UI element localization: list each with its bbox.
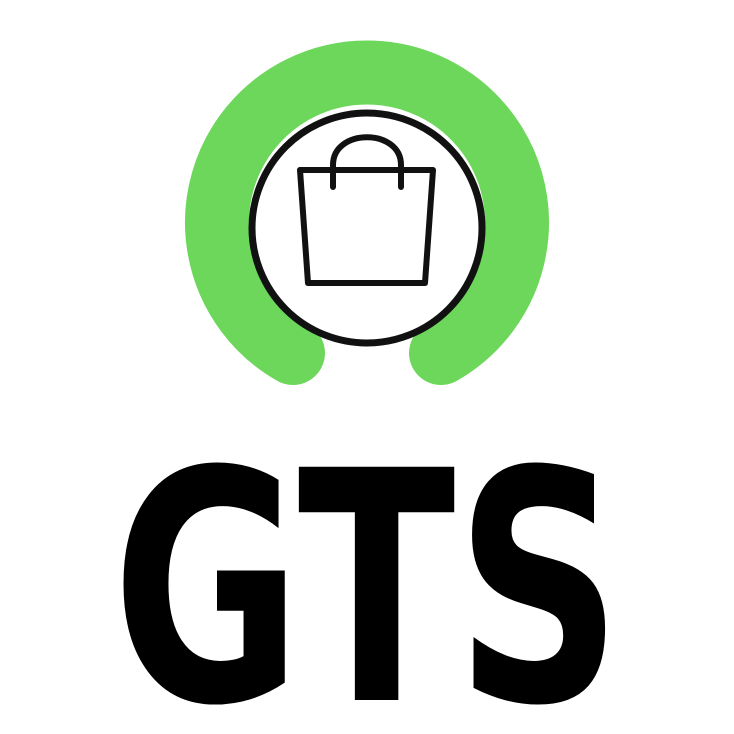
bag-handle xyxy=(330,134,404,190)
inner-circle xyxy=(248,109,486,347)
green-arc xyxy=(185,40,549,385)
brand-name: GTS xyxy=(112,404,622,734)
bag-body xyxy=(297,167,436,286)
